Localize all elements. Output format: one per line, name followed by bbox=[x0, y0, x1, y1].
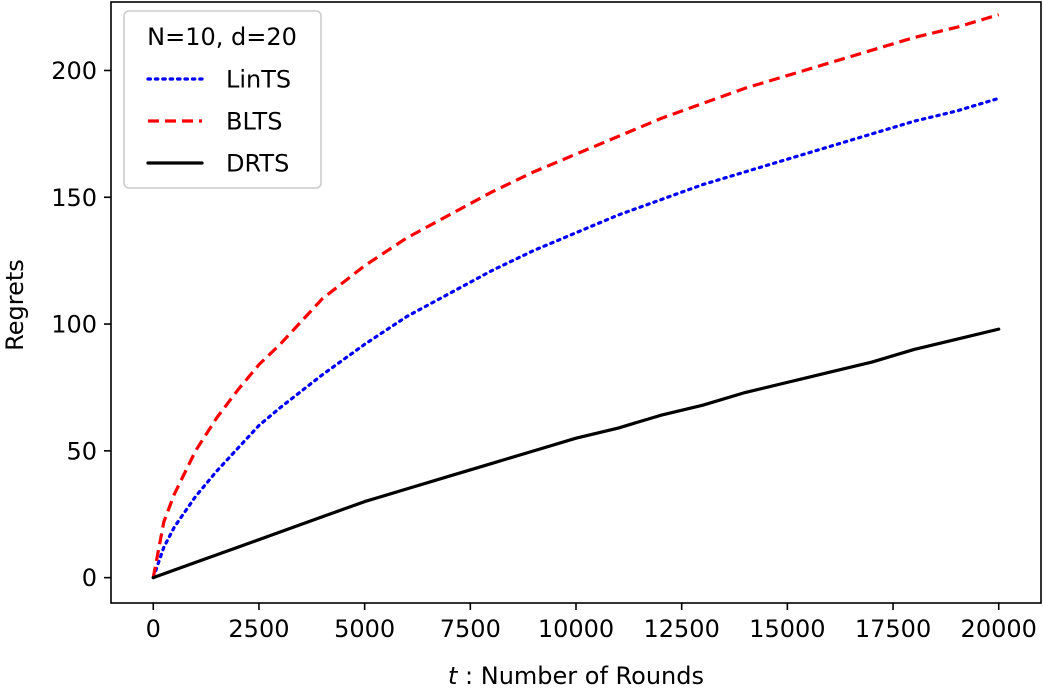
x-tick-label: 17500 bbox=[855, 615, 931, 643]
x-tick-label: 2500 bbox=[228, 615, 289, 643]
x-axis-label: t : Number of Rounds bbox=[448, 662, 704, 690]
x-tick-label: 20000 bbox=[961, 615, 1037, 643]
y-axis-label: Regrets bbox=[1, 259, 29, 351]
x-tick-label: 7500 bbox=[440, 615, 501, 643]
legend-title: N=10, d=20 bbox=[147, 23, 297, 51]
y-tick-label: 50 bbox=[66, 437, 97, 465]
x-axis-label-text: : Number of Rounds bbox=[457, 662, 704, 690]
legend-label-blts: BLTS bbox=[226, 108, 282, 136]
y-tick-label: 0 bbox=[82, 564, 97, 592]
x-tick-label: 12500 bbox=[644, 615, 720, 643]
series-line-lints bbox=[151, 96, 1001, 580]
legend-box bbox=[123, 10, 322, 189]
x-tick-label: 10000 bbox=[538, 615, 614, 643]
x-tick-label: 15000 bbox=[749, 615, 825, 643]
y-tick-label: 200 bbox=[51, 57, 97, 85]
y-tick-label: 150 bbox=[51, 184, 97, 212]
y-tick-label: 100 bbox=[51, 311, 97, 339]
legend-label-drts: DRTS bbox=[226, 150, 289, 178]
legend: N=10, d=20 LinTS BLTS DRTS bbox=[123, 10, 322, 189]
legend-label-lints: LinTS bbox=[226, 66, 291, 94]
x-axis-label-variable: t bbox=[448, 662, 459, 690]
series-line-blts bbox=[151, 13, 1000, 578]
series-line-drts bbox=[151, 327, 1001, 580]
legend-entries: LinTS BLTS DRTS bbox=[146, 66, 291, 178]
y-axis: 0 50 100 150 200 bbox=[51, 57, 111, 592]
x-tick-label: 0 bbox=[146, 615, 161, 643]
x-tick-label: 5000 bbox=[334, 615, 395, 643]
x-axis: 0 2500 5000 7500 10000 12500 15000 17500 20000 bbox=[146, 603, 1037, 643]
series-layer bbox=[151, 13, 1001, 580]
